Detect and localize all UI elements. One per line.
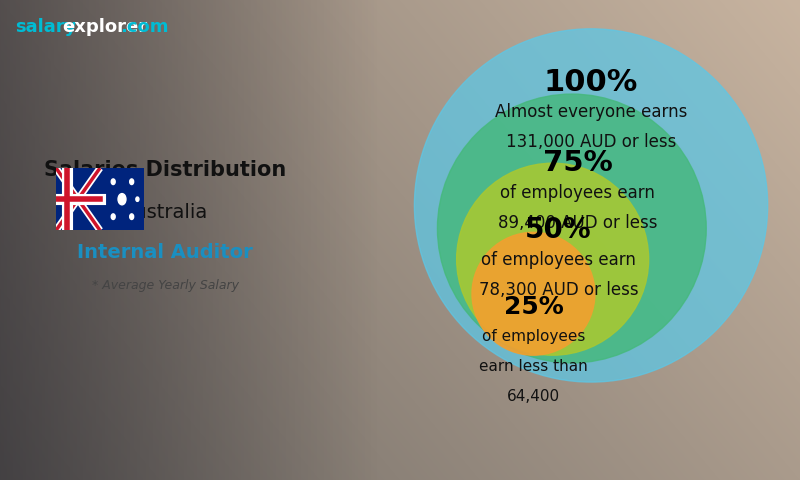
Text: explorer: explorer bbox=[62, 18, 147, 36]
Text: Internal Auditor: Internal Auditor bbox=[77, 242, 253, 262]
Circle shape bbox=[438, 94, 706, 363]
Circle shape bbox=[130, 214, 134, 219]
Text: salary: salary bbox=[15, 18, 76, 36]
Circle shape bbox=[457, 163, 649, 355]
Circle shape bbox=[111, 214, 115, 219]
Text: 89,400 AUD or less: 89,400 AUD or less bbox=[498, 214, 658, 232]
Text: 64,400: 64,400 bbox=[507, 389, 560, 404]
Text: earn less than: earn less than bbox=[479, 359, 588, 374]
Text: of employees earn: of employees earn bbox=[500, 184, 655, 202]
Text: 100%: 100% bbox=[544, 68, 638, 97]
Circle shape bbox=[130, 179, 134, 184]
Text: Almost everyone earns: Almost everyone earns bbox=[495, 103, 687, 121]
Text: * Average Yearly Salary: * Average Yearly Salary bbox=[91, 278, 238, 291]
Text: Australia: Australia bbox=[122, 203, 208, 221]
Text: of employees: of employees bbox=[482, 329, 585, 345]
Circle shape bbox=[472, 232, 595, 355]
Circle shape bbox=[136, 197, 139, 202]
Text: of employees earn: of employees earn bbox=[481, 251, 636, 269]
Text: Salaries Distribution: Salaries Distribution bbox=[44, 160, 286, 180]
Circle shape bbox=[414, 29, 768, 382]
Text: 25%: 25% bbox=[503, 295, 563, 319]
Text: .com: .com bbox=[120, 18, 169, 36]
Text: 131,000 AUD or less: 131,000 AUD or less bbox=[506, 133, 676, 151]
Text: 50%: 50% bbox=[525, 216, 592, 244]
Circle shape bbox=[118, 193, 126, 205]
Text: 75%: 75% bbox=[542, 149, 613, 177]
Circle shape bbox=[111, 179, 115, 184]
Text: 78,300 AUD or less: 78,300 AUD or less bbox=[478, 281, 638, 299]
